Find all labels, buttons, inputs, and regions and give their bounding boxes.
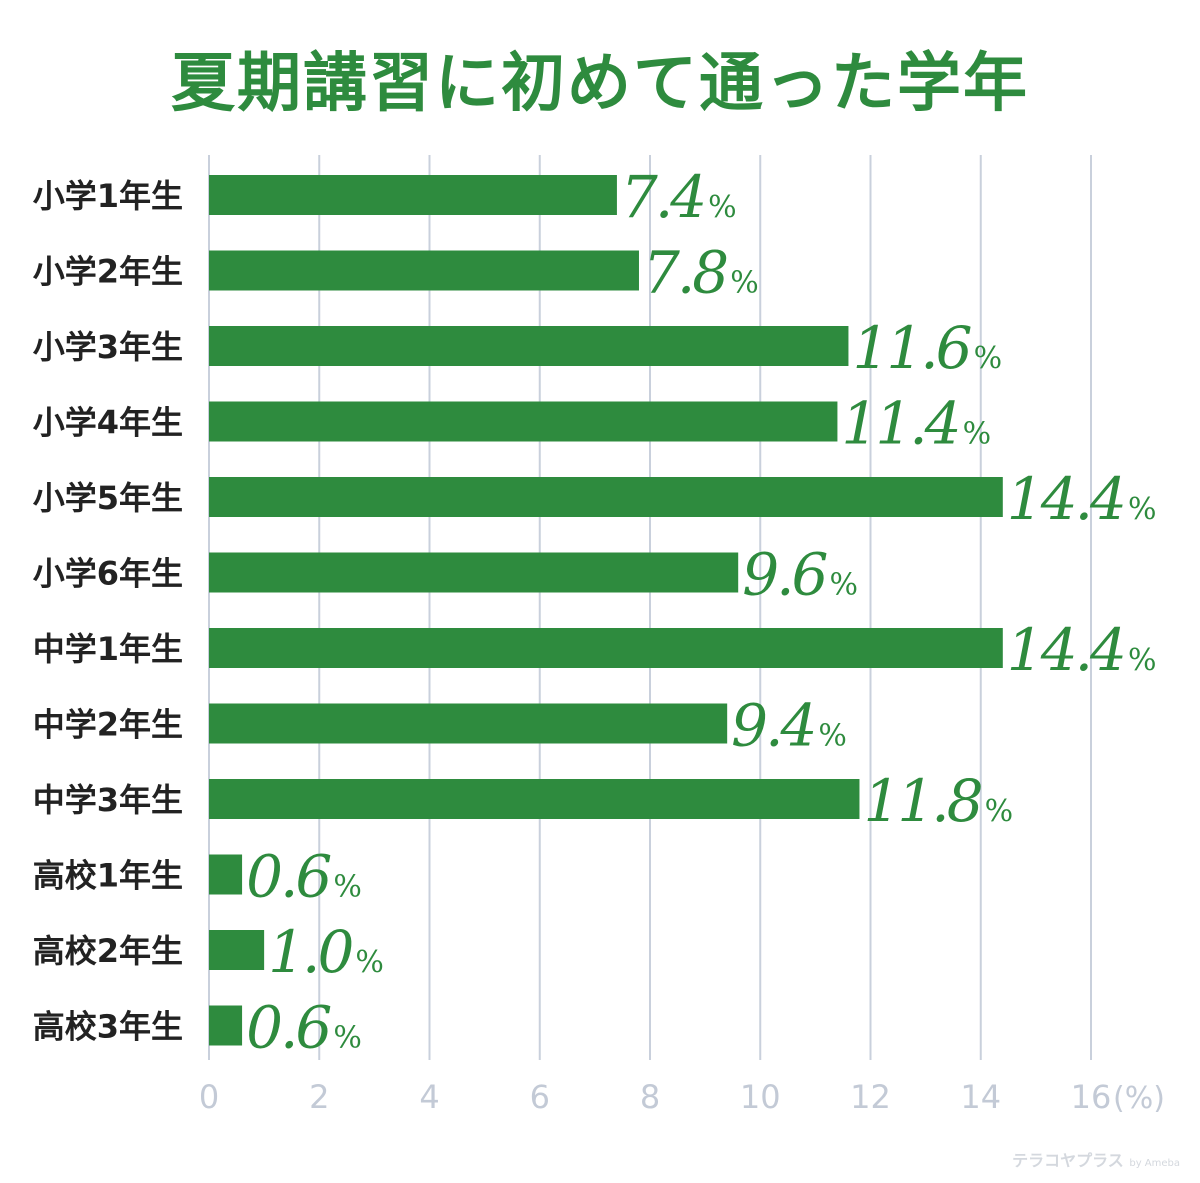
value-label-2: 7.8%	[643, 239, 759, 307]
category-label-1: 小学1年生	[33, 177, 183, 215]
bar-1	[209, 175, 617, 215]
brand-watermark: テラコヤプラス by Ameba	[1012, 1147, 1180, 1171]
category-label-2: 小学2年生	[33, 253, 183, 291]
x-tick-label-7: 14	[960, 1078, 1001, 1116]
category-label-10: 高校1年生	[33, 857, 183, 895]
value-label-7: 14.4%	[1007, 616, 1157, 684]
bar-12	[209, 1005, 243, 1046]
x-tick-label-8: 16	[1071, 1078, 1112, 1116]
value-label-3: 11.6%	[852, 314, 1002, 382]
value-label-9: 11.8%	[863, 767, 1013, 835]
chart-title: 夏期講習に初めて通った学年	[171, 47, 1029, 121]
x-tick-label-2: 4	[419, 1078, 439, 1116]
watermark-text: テラコヤプラス	[1012, 1151, 1124, 1170]
value-label-1: 7.4%	[621, 163, 737, 231]
value-suffix-10: %	[333, 870, 362, 905]
value-number-10: 0.6	[246, 843, 330, 911]
x-tick-label-3: 6	[530, 1078, 550, 1116]
value-suffix-1: %	[708, 190, 737, 225]
value-number-9: 11.8	[863, 767, 981, 835]
bar-8	[209, 703, 728, 744]
value-label-12: 0.6%	[246, 994, 362, 1062]
value-suffix-9: %	[985, 794, 1014, 829]
value-number-11: 1.0	[268, 918, 353, 986]
category-label-6: 小学6年生	[33, 555, 183, 593]
value-number-4: 11.4	[841, 390, 958, 458]
bar-5	[209, 477, 1003, 517]
bar-7	[209, 628, 1003, 668]
value-suffix-5: %	[1128, 492, 1157, 527]
value-number-5: 14.4	[1007, 465, 1124, 533]
bar-4	[209, 401, 838, 442]
category-label-5: 小学5年生	[33, 479, 183, 517]
x-axis-ticks: 0 2 4 6 8 10 12 14 16 (%)	[199, 1078, 1165, 1116]
value-suffix-6: %	[829, 568, 858, 603]
value-suffix-2: %	[730, 266, 759, 301]
value-number-3: 11.6	[852, 314, 970, 382]
category-label-8: 中学2年生	[33, 706, 183, 744]
value-number-2: 7.8	[643, 239, 727, 307]
bar-2	[209, 250, 639, 291]
x-unit-label: (%)	[1113, 1081, 1165, 1116]
value-label-10: 0.6%	[246, 843, 362, 911]
value-suffix-4: %	[963, 417, 992, 452]
category-label-3: 小学3年生	[33, 328, 183, 366]
x-tick-label-5: 10	[740, 1078, 781, 1116]
x-tick-label-4: 8	[640, 1078, 660, 1116]
category-label-12: 高校3年生	[33, 1008, 183, 1046]
value-number-8: 9.4	[731, 692, 814, 760]
value-label-11: 1.0%	[268, 918, 384, 986]
value-label-6: 9.6%	[742, 541, 858, 609]
value-suffix-12: %	[333, 1021, 362, 1056]
value-label-8: 9.4%	[731, 692, 847, 760]
bar-6	[209, 552, 739, 593]
grid-lines	[208, 155, 1092, 1060]
value-number-12: 0.6	[246, 994, 330, 1062]
category-label-4: 小学4年生	[33, 404, 183, 442]
x-tick-label-1: 2	[309, 1078, 329, 1116]
bar-11	[209, 930, 265, 970]
category-labels: 小学1年生小学2年生小学3年生小学4年生小学5年生小学6年生中学1年生中学2年生…	[33, 177, 183, 1046]
bar-10	[209, 854, 243, 895]
x-tick-label-0: 0	[199, 1078, 219, 1116]
bar-9	[209, 779, 860, 819]
value-labels: 7.4 %7.8 %11.6 %11.4 %14.4 %9.6 %14.4 %9.4 %11.8…	[246, 163, 1156, 1062]
category-label-7: 中学1年生	[33, 630, 183, 668]
bar-3	[209, 326, 849, 366]
value-suffix-8: %	[818, 719, 847, 754]
bars	[209, 175, 1003, 1046]
category-label-11: 高校2年生	[33, 932, 183, 970]
value-suffix-11: %	[355, 945, 384, 980]
value-suffix-3: %	[974, 341, 1003, 376]
x-tick-label-6: 12	[850, 1078, 891, 1116]
watermark-by: by Ameba	[1129, 1158, 1180, 1169]
value-label-5: 14.4%	[1007, 465, 1157, 533]
value-number-6: 9.6	[742, 541, 826, 609]
value-suffix-7: %	[1128, 643, 1157, 678]
value-number-7: 14.4	[1007, 616, 1124, 684]
value-number-1: 7.4	[621, 163, 704, 231]
category-label-9: 中学3年生	[33, 781, 183, 819]
value-label-4: 11.4%	[841, 390, 991, 458]
